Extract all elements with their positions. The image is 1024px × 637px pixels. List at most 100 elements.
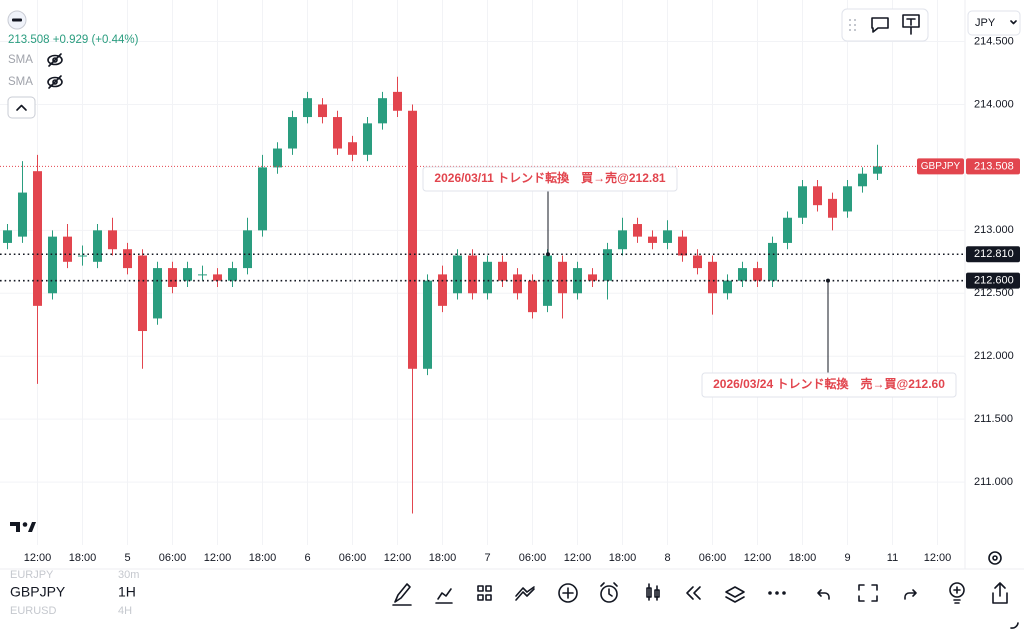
hide-icon[interactable] xyxy=(47,75,63,89)
x-tick-label: 18:00 xyxy=(609,552,637,564)
price-label: 213.508 xyxy=(974,160,1014,172)
hide-icon[interactable] xyxy=(47,53,63,67)
candle-body xyxy=(573,268,582,294)
interval: 1H xyxy=(118,584,136,600)
candle-body xyxy=(858,173,867,187)
candle-body xyxy=(783,217,792,243)
indicator: SMA xyxy=(8,54,33,66)
level-label: 212.810 xyxy=(974,248,1014,260)
candle-body xyxy=(363,123,372,155)
x-tick-label: 06:00 xyxy=(699,552,727,564)
candle-body xyxy=(423,280,432,369)
x-tick-label: 7 xyxy=(484,552,490,564)
candle-body xyxy=(453,255,462,294)
candle-body xyxy=(468,255,477,294)
symbol-list[interactable]: EURJPY 30m GBPJPY 1H EURUSD 4H xyxy=(10,569,139,617)
more-icon[interactable] xyxy=(768,591,786,595)
quote: 213.508 +0.929 (+0.44%) xyxy=(8,34,139,46)
candle-body xyxy=(408,110,417,369)
x-tick-label: 12:00 xyxy=(204,552,232,564)
text-icon[interactable] xyxy=(902,14,920,35)
draw-icon[interactable] xyxy=(392,583,412,606)
currency: JPY xyxy=(975,17,996,29)
candle-body xyxy=(93,230,102,262)
alert-icon[interactable] xyxy=(600,582,618,603)
share-icon[interactable] xyxy=(992,582,1008,604)
candle-body xyxy=(843,186,852,212)
candle-body xyxy=(693,255,702,269)
candle-body xyxy=(798,186,807,218)
callout-box xyxy=(422,166,678,192)
candle-body xyxy=(828,198,837,218)
candle-body xyxy=(3,230,12,243)
callout-anchor xyxy=(826,278,830,283)
candle-body xyxy=(438,274,447,306)
x-tick-label: 06:00 xyxy=(519,552,547,564)
candle-body xyxy=(618,230,627,250)
redo-icon[interactable] xyxy=(904,589,917,600)
candle-body xyxy=(348,142,357,155)
candle-body xyxy=(498,261,507,281)
plot: GBPJPY 213.508 212.810 212.600 2026/03/11 トレ… xyxy=(0,76,1020,514)
candle-body xyxy=(198,274,207,276)
ideas-icon[interactable] xyxy=(949,582,965,604)
comment-icon[interactable] xyxy=(871,17,889,33)
icon xyxy=(1010,20,1017,25)
compare-icon[interactable] xyxy=(515,586,535,601)
x-tick-label: 12:00 xyxy=(24,552,52,564)
callout-text: 2026/03/11 トレンド転換 買→売@212.81 xyxy=(434,170,665,185)
candle-body xyxy=(243,230,252,269)
y-tick-label: 211.500 xyxy=(974,413,1013,425)
candle-body xyxy=(663,230,672,243)
x-tick-label: 12:00 xyxy=(924,552,952,564)
candle-body xyxy=(483,261,492,294)
undo-icon[interactable] xyxy=(817,589,830,600)
candle-body xyxy=(273,148,282,168)
layouts-icon[interactable] xyxy=(477,585,492,601)
icon xyxy=(16,104,27,111)
interval: 30m xyxy=(118,569,139,581)
y-tick-label: 214.500 xyxy=(974,35,1014,47)
drag-handle[interactable] xyxy=(849,19,856,31)
settings-icon[interactable] xyxy=(988,551,1002,565)
callout-anchor xyxy=(546,252,550,257)
fullscreen-icon[interactable] xyxy=(858,584,878,602)
candles-icon[interactable] xyxy=(646,583,660,601)
y-tick-label: 211.000 xyxy=(974,476,1013,488)
candle-body xyxy=(753,268,762,281)
currency-button[interactable] xyxy=(967,10,1021,36)
candle-body xyxy=(33,171,42,306)
bottom-toolbar xyxy=(392,582,1019,629)
replay-icon[interactable] xyxy=(686,586,701,600)
x-tick-label: 18:00 xyxy=(429,552,457,564)
candle-body xyxy=(393,91,402,111)
candle-body xyxy=(153,268,162,319)
x-tick-label: 06:00 xyxy=(159,552,187,564)
x-tick-label: 12:00 xyxy=(384,552,412,564)
candle-body xyxy=(138,255,147,332)
x-tick-label: 12:00 xyxy=(564,552,592,564)
indicators-icon[interactable] xyxy=(435,588,453,604)
candle-body xyxy=(123,249,132,269)
x-tick-label: 12:00 xyxy=(744,552,772,564)
candle-body xyxy=(48,236,57,294)
add-icon[interactable] xyxy=(558,583,578,603)
level-tag xyxy=(966,246,1020,263)
x-tick-label: 06:00 xyxy=(339,552,367,564)
symbol: EURUSD xyxy=(10,605,57,617)
candle-body xyxy=(303,98,312,118)
level-label: 212.600 xyxy=(974,275,1014,287)
candle-body xyxy=(108,230,117,250)
candle-body xyxy=(288,117,297,149)
candle-body xyxy=(78,255,87,257)
candle-body xyxy=(213,274,222,281)
candle-body xyxy=(183,268,192,281)
candle-body xyxy=(648,236,657,243)
grid: 211.000 211.500 212.000 212.500 213.000 214.0… xyxy=(0,0,1014,569)
layers-icon[interactable] xyxy=(725,586,745,603)
expand-button[interactable] xyxy=(7,96,36,119)
candle-body xyxy=(513,274,522,294)
logo xyxy=(10,522,36,532)
candle-body xyxy=(738,268,747,281)
